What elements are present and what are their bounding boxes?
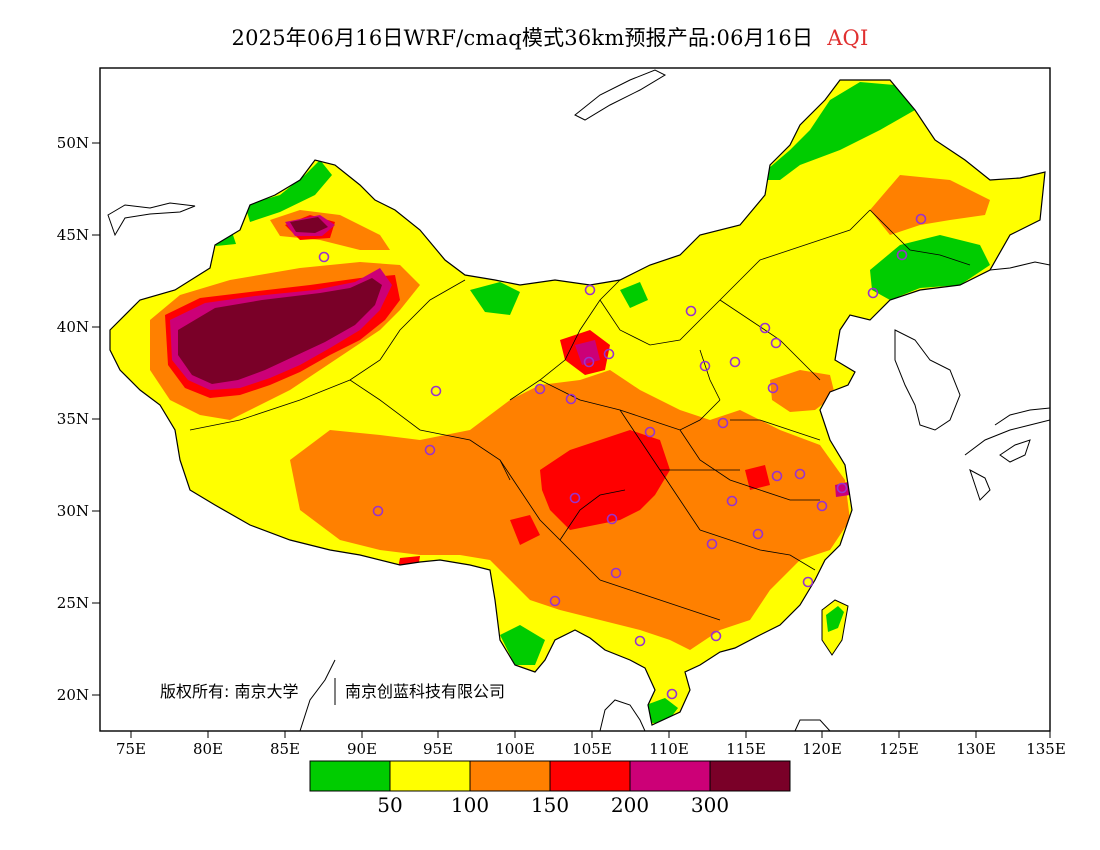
legend-swatch [550, 761, 630, 791]
station-marker [794, 468, 806, 480]
station-marker [706, 538, 718, 550]
legend-label: 300 [691, 793, 729, 817]
station-marker [549, 595, 561, 607]
lon-tick-label: 125E [879, 740, 919, 758]
station-marker [430, 385, 442, 397]
station-marker [603, 348, 615, 360]
lat-tick-label: 50N [57, 134, 89, 152]
lon-tick-label: 80E [193, 740, 223, 758]
station-marker [767, 382, 779, 394]
monitoring-stations [318, 213, 927, 700]
station-marker [717, 417, 729, 429]
lat-tick-label: 25N [57, 594, 89, 612]
province-borders [189, 209, 971, 621]
copyright-company: 南京创蓝科技有限公司 [345, 682, 505, 701]
station-marker [666, 688, 678, 700]
station-marker [867, 287, 879, 299]
station-marker [610, 567, 622, 579]
lon-tick-label: 95E [423, 740, 453, 758]
station-marker [565, 393, 577, 405]
legend-swatch [470, 761, 550, 791]
lat-tick-label: 30N [57, 502, 89, 520]
lon-tick-label: 85E [270, 740, 300, 758]
taiwan-green [826, 606, 844, 632]
legend-swatch [310, 761, 390, 791]
lon-tick-label: 130E [956, 740, 996, 758]
lat-tick-label: 35N [57, 410, 89, 428]
copyright: 版权所有: 南京大学 南京创蓝科技有限公司 [160, 678, 505, 705]
station-marker [915, 213, 927, 225]
station-marker [634, 635, 646, 647]
station-marker [752, 528, 764, 540]
legend-label: 50 [377, 793, 402, 817]
copyright-owner: 版权所有: 南京大学 [160, 682, 298, 701]
lon-tick-label: 90E [347, 740, 377, 758]
legend-swatch [710, 761, 790, 791]
station-marker [685, 305, 697, 317]
station-marker [726, 495, 738, 507]
station-marker [816, 500, 828, 512]
title-product: AQI [827, 26, 869, 50]
lon-tick-label: 115E [726, 740, 766, 758]
legend-swatch [630, 761, 710, 791]
legend-label: 150 [531, 793, 569, 817]
lon-tick-label: 110E [649, 740, 689, 758]
station-marker [583, 356, 595, 368]
lat-tick-label: 40N [57, 318, 89, 336]
map-frame [99, 67, 1051, 732]
neighbor-coastlines [107, 69, 1050, 731]
station-marker [534, 383, 546, 395]
lat-axis: 50N 45N 40N 35N 30N 25N 20N [57, 134, 100, 704]
china-border [109, 79, 1046, 726]
lat-tick-label: 20N [57, 686, 89, 704]
lon-tick-label: 75E [116, 740, 146, 758]
legend-label: 100 [451, 793, 489, 817]
lon-tick-label: 135E [1026, 740, 1066, 758]
station-marker [836, 482, 848, 494]
station-marker [896, 249, 908, 261]
station-marker [699, 360, 711, 372]
station-marker [802, 576, 814, 588]
station-marker [606, 513, 618, 525]
lon-tick-label: 120E [802, 740, 842, 758]
lat-tick-label: 45N [57, 226, 89, 244]
lon-axis: 75E 80E 85E 90E 95E 100E 105E 110E 115E … [116, 731, 1066, 758]
station-marker [584, 284, 596, 296]
station-marker [729, 356, 741, 368]
station-marker [372, 505, 384, 517]
station-marker [569, 492, 581, 504]
legend-swatch [390, 761, 470, 791]
station-marker [759, 322, 771, 334]
lon-tick-label: 105E [572, 740, 612, 758]
lon-tick-label: 100E [495, 740, 535, 758]
station-marker [424, 444, 436, 456]
color-legend: 50 100 150 200 300 [309, 760, 791, 817]
map-title: 2025年06月16日WRF/cmaq模式36km预报产品:06月16日 AQI [0, 22, 1100, 52]
station-marker [771, 470, 783, 482]
station-marker [644, 426, 656, 438]
legend-label: 200 [611, 793, 649, 817]
station-marker [318, 251, 330, 263]
station-marker [710, 630, 722, 642]
title-main: 2025年06月16日WRF/cmaq模式36km预报产品:06月16日 [231, 26, 814, 50]
station-marker [770, 337, 782, 349]
